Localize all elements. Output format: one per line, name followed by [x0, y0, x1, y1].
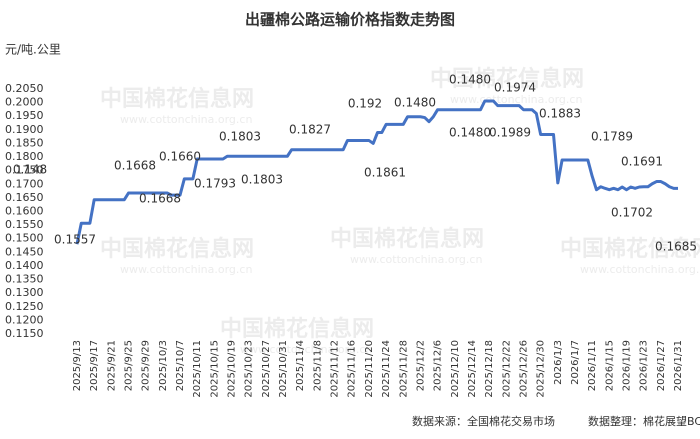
annotation: 0.1668 — [139, 192, 181, 206]
annotation: 0.1480 — [394, 96, 436, 110]
x-tick-label: 2026/1/3 — [553, 340, 564, 385]
x-tick-label: 2025/10/15 — [209, 340, 220, 398]
watermark-url: www.cottonchina.org.cn — [120, 263, 252, 276]
x-tick-label: 2026/1/15 — [604, 340, 615, 391]
annotation: 0.1480 — [449, 73, 491, 87]
x-tick-label: 2025/11/20 — [364, 340, 375, 398]
x-tick-label: 2025/9/21 — [106, 340, 117, 391]
x-tick-label: 2025/12/18 — [484, 340, 495, 398]
y-tick-label: 0.1550 — [5, 218, 44, 231]
y-tick-label: 0.1150 — [5, 327, 44, 340]
x-tick-label: 2025/9/13 — [72, 340, 83, 391]
x-tick-label: 2025/11/8 — [312, 340, 323, 391]
annotation: 0.1883 — [539, 107, 581, 121]
annotation: 0.1557 — [54, 233, 96, 247]
x-tick-label: 2025/11/16 — [347, 340, 358, 398]
x-tick-label: 2025/9/29 — [141, 340, 152, 391]
annotation: 0.1974 — [494, 81, 536, 95]
watermark-url: www.cottonchina.org.cn — [450, 93, 582, 106]
annotation: 0.1702 — [611, 206, 653, 220]
y-tick-label: 0.2050 — [5, 82, 44, 95]
x-tick-label: 2025/10/23 — [244, 340, 255, 398]
y-tick-label: 0.1850 — [5, 136, 44, 149]
x-tick-label: 2025/9/25 — [124, 340, 135, 391]
annotation: 0.1861 — [364, 166, 406, 180]
y-tick-label: 0.1750 — [5, 164, 44, 177]
x-tick-label: 2025/11/24 — [381, 340, 392, 398]
x-tick-label: 2025/12/14 — [467, 340, 478, 398]
source: 数据来源：全国棉花交易市场 — [412, 414, 555, 428]
annotation: 0.1691 — [621, 155, 663, 169]
x-tick-label: 2025/9/17 — [89, 340, 100, 391]
x-tick-label: 2025/12/2 — [415, 340, 426, 391]
x-tick-label: 2026/1/23 — [639, 340, 650, 391]
compiler: 数据整理：棉花展望BCO — [588, 414, 700, 428]
y-tick-label: 0.1250 — [5, 300, 44, 313]
x-tick-label: 2025/11/28 — [398, 340, 409, 398]
watermark: 中国棉花信息网 — [560, 236, 700, 262]
x-tick-label: 2025/11/4 — [295, 340, 306, 391]
y-tick-label: 0.1650 — [5, 191, 44, 204]
annotation: 0.1480 — [449, 126, 491, 140]
line — [75, 99, 678, 245]
x-tick-label: 2025/12/26 — [518, 340, 529, 398]
watermark: 中国棉花信息网 — [100, 86, 254, 112]
x-tick-label: 2025/12/10 — [450, 340, 461, 398]
watermark: 中国棉花信息网 — [100, 236, 254, 262]
watermark-url: www.cottonchina.org.cn — [120, 113, 252, 126]
annotation: 0.1989 — [489, 126, 531, 140]
y-tick-label: 0.1950 — [5, 109, 44, 122]
annotation: 0.1668 — [114, 159, 156, 173]
x-tick-label: 2025/10/31 — [278, 340, 289, 398]
annotation: 0.1660 — [159, 150, 201, 164]
watermark-url: www.cottonchina.org.cn — [350, 253, 482, 266]
x-tick-label: 2025/10/19 — [227, 340, 238, 398]
watermark-url: www.cottonchina.org.cn — [240, 343, 372, 356]
y-tick-label: 0.1700 — [5, 177, 44, 190]
x-tick-label: 2026/1/19 — [621, 340, 632, 391]
watermark: 中国棉花信息网 — [220, 316, 374, 342]
y-tick-label: 0.1800 — [5, 150, 44, 163]
x-tick-label: 2025/10/7 — [175, 340, 186, 391]
annotation: 0.1803 — [219, 130, 261, 144]
annotation: 0.1803 — [241, 173, 283, 187]
y-tick-label: 0.1200 — [5, 313, 44, 326]
x-tick-label: 2025/11/12 — [330, 340, 341, 398]
x-tick-label: 2025/12/30 — [536, 340, 547, 398]
y-tick-label: 0.1450 — [5, 245, 44, 258]
watermark-url: www.cottonchina.org.cn — [580, 263, 700, 276]
y-tick-label: 0.1300 — [5, 286, 44, 299]
chart-title: 出疆棉公路运输价格指数走势图 — [245, 11, 455, 29]
annotation: 0.148 — [13, 163, 47, 177]
watermark: 中国棉花信息网 — [430, 66, 584, 92]
y-tick-label: 0.2000 — [5, 96, 44, 109]
annotation: 0.1827 — [289, 123, 331, 137]
y-tick-label: 0.1350 — [5, 273, 44, 286]
x-tick-label: 2026/1/27 — [656, 340, 667, 391]
x-tick-label: 2025/10/11 — [192, 340, 203, 398]
y-tick-label: 0.1900 — [5, 123, 44, 136]
x-tick-label: 2026/1/11 — [587, 340, 598, 391]
annotation: 0.1793 — [194, 177, 236, 191]
annotation: 0.1685 — [655, 240, 697, 254]
watermark: 中国棉花信息网 — [330, 226, 484, 252]
x-tick-label: 2025/10/3 — [158, 340, 169, 391]
x-tick-label: 2025/12/22 — [501, 340, 512, 398]
annotation: 0.1789 — [591, 130, 633, 144]
y-tick-label: 0.1600 — [5, 205, 44, 218]
x-tick-label: 2026/1/7 — [570, 340, 581, 385]
y-tick-label: 0.1500 — [5, 232, 44, 245]
x-tick-label: 2026/1/31 — [673, 340, 684, 391]
annotation: 0.192 — [348, 97, 382, 111]
x-tick-label: 2025/12/6 — [433, 340, 444, 391]
y-axis-label: 元/吨.公里 — [5, 43, 61, 57]
y-tick-label: 0.1400 — [5, 259, 44, 272]
x-tick-label: 2025/10/27 — [261, 340, 272, 398]
